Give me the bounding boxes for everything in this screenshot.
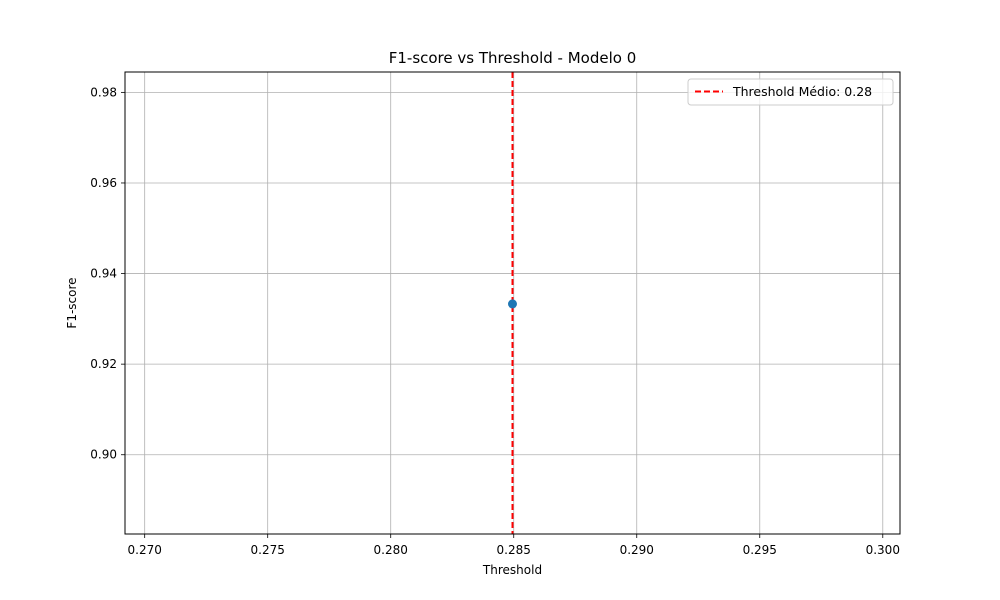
- x-tick-label: 0.300: [866, 543, 900, 557]
- y-tick-label: 0.98: [90, 85, 117, 99]
- x-tick-label: 0.275: [251, 543, 285, 557]
- x-tick-label: 0.270: [128, 543, 162, 557]
- x-tick-label: 0.285: [497, 543, 531, 557]
- y-tick-label: 0.90: [90, 448, 117, 462]
- y-tick-label: 0.96: [90, 176, 117, 190]
- y-tick-label: 0.94: [90, 267, 117, 281]
- legend: Threshold Médio: 0.28: [687, 78, 894, 106]
- legend-box: [687, 78, 894, 106]
- axis-ticks: 0.270 0.275 0.280 0.285 0.290 0.295 0.300 0.90 0…: [90, 85, 900, 557]
- x-axis-label: Threshold: [482, 563, 542, 577]
- x-tick-label: 0.280: [374, 543, 408, 557]
- plot-elements: [508, 72, 517, 534]
- data-point: [508, 299, 517, 309]
- x-tick-label: 0.290: [620, 543, 654, 557]
- x-tick-label: 0.295: [743, 543, 777, 557]
- y-tick-label: 0.92: [90, 357, 117, 371]
- plot-frame: [124, 71, 901, 535]
- legend-label: Threshold Médio: 0.28: [732, 84, 872, 99]
- y-axis-label: F1-score: [65, 277, 79, 328]
- chart-title: F1-score vs Threshold - Modelo 0: [389, 49, 637, 67]
